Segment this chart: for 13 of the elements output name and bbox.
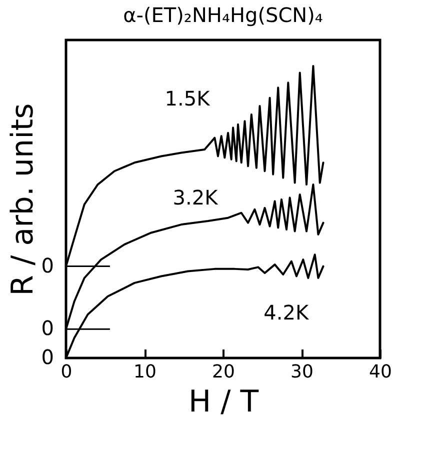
series-label: 3.2K (172, 186, 219, 210)
ref-line-label: 0 (41, 253, 54, 278)
ref-line-label: 0 (41, 316, 54, 340)
x-tick-label: 0 (60, 362, 72, 382)
x-tick-label: 30 (290, 362, 314, 382)
series-label: 1.5K (164, 86, 211, 111)
chart-title: α-(ET)₂NH₄Hg(SCN)₄ (123, 3, 323, 27)
series-label: 4.2K (264, 300, 310, 324)
y-axis-title: R / arb. units (6, 103, 40, 296)
x-tick-label: 10 (134, 362, 156, 382)
x-tick-label: 20 (212, 362, 235, 382)
x-tick-label: 40 (369, 362, 392, 382)
x-axis-title: H / T (188, 384, 260, 420)
